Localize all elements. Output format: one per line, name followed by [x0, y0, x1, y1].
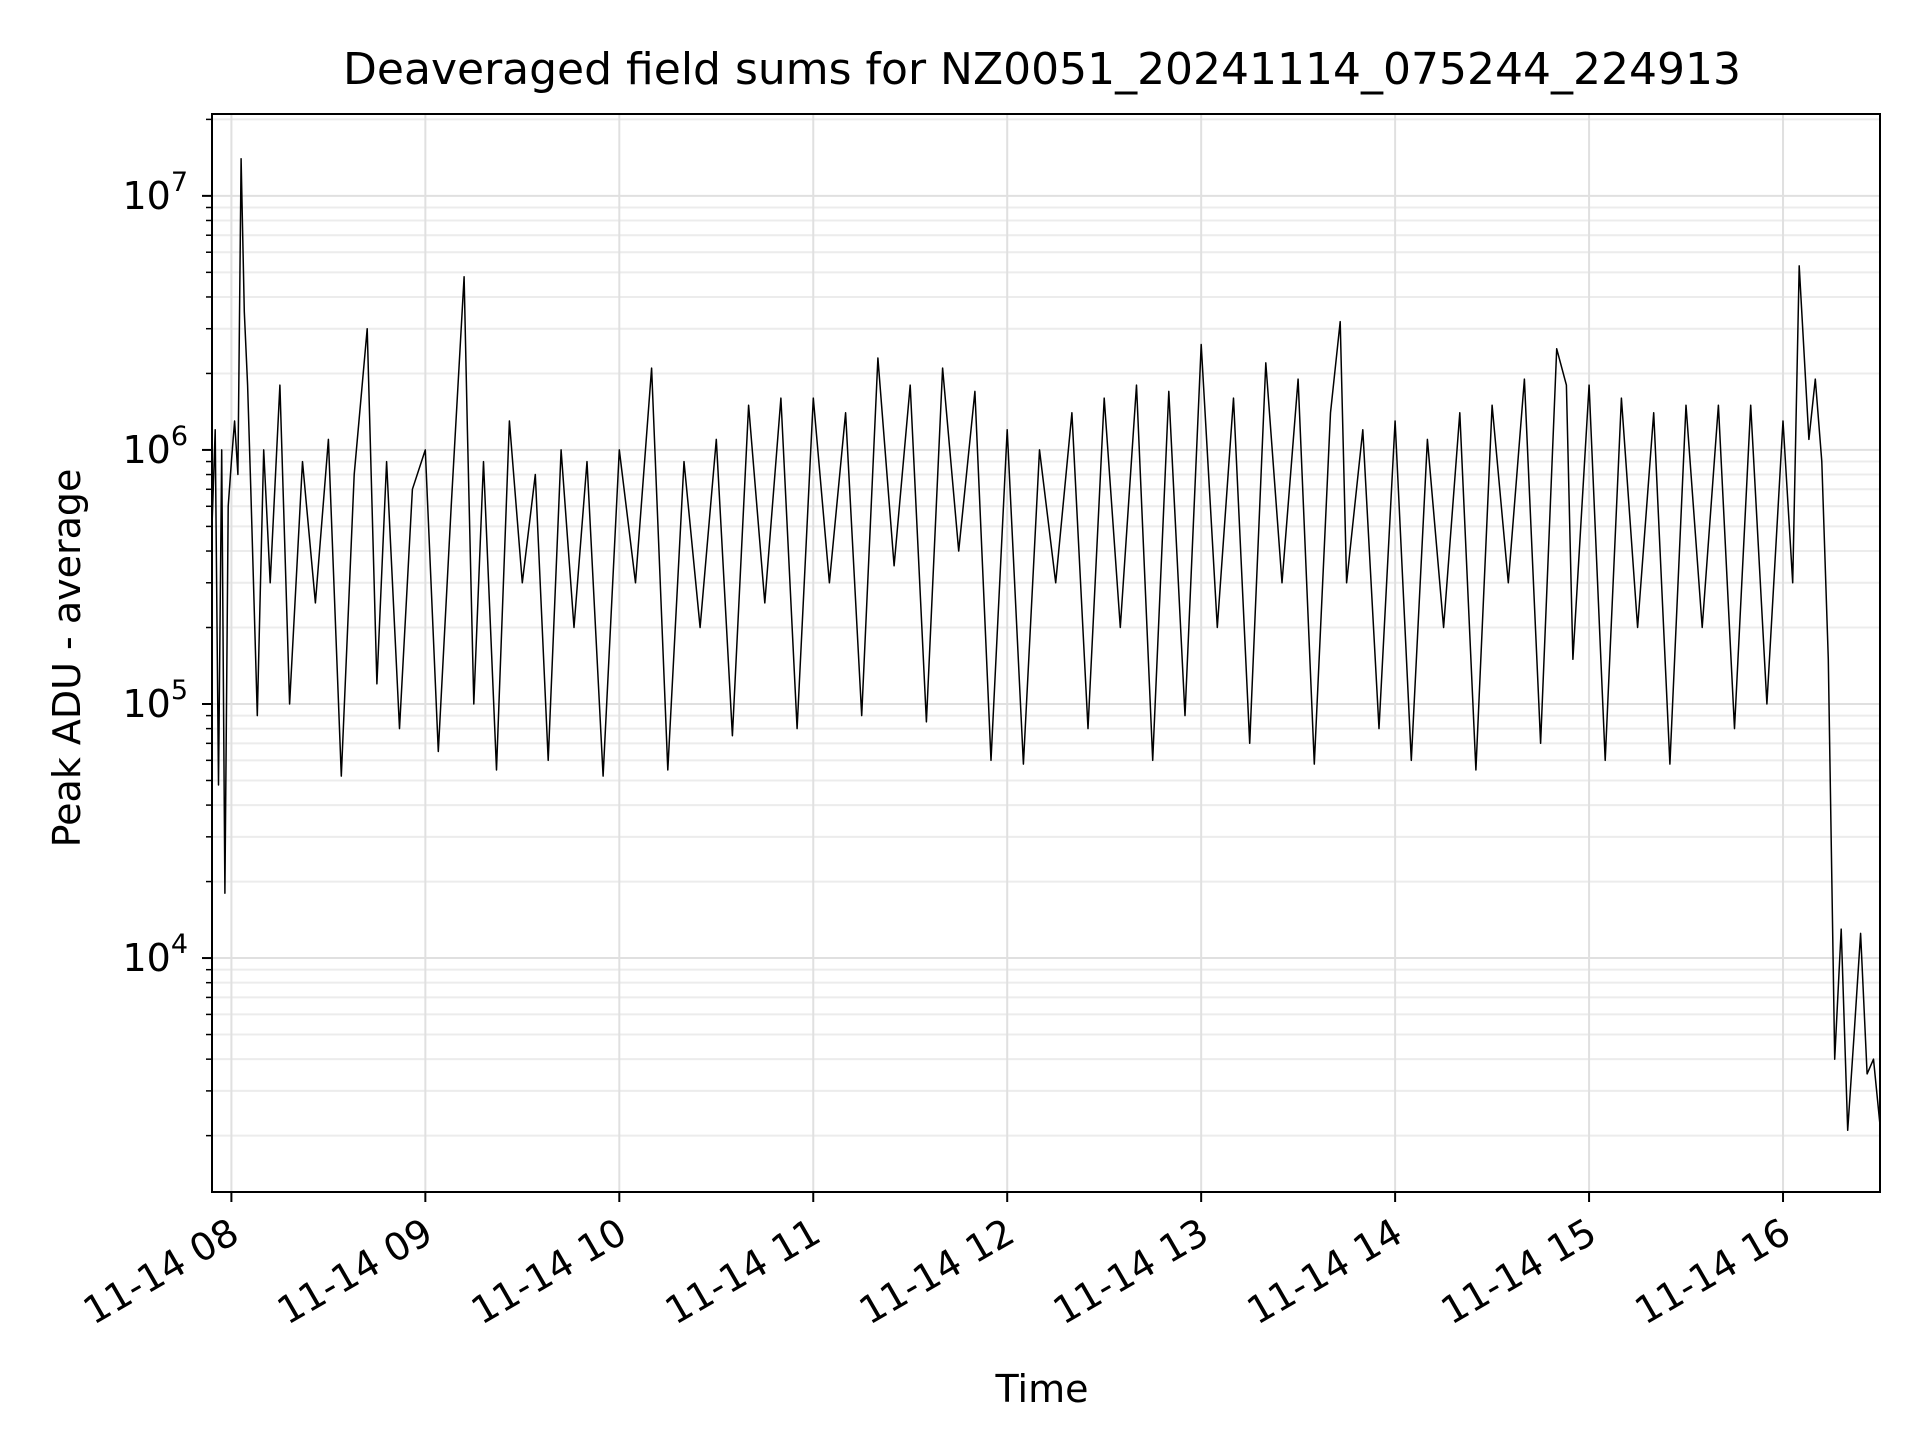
- y-axis: 104 105 106 107: [122, 118, 212, 1137]
- chart-title: Deaveraged field sums for NZ0051_2024111…: [343, 44, 1741, 95]
- y-tick-label: 104: [122, 929, 188, 980]
- axes-frame: [211, 113, 1881, 1193]
- grid: [212, 114, 1880, 1192]
- x-axis-label: Time: [995, 1367, 1089, 1411]
- series-layer: [211, 157, 1881, 1132]
- y-axis-label: Peak ADU - average: [45, 469, 89, 848]
- y-tick-label: 106: [122, 421, 188, 472]
- y-tick-label: 107: [122, 167, 188, 218]
- series-line: [211, 157, 1881, 1132]
- y-tick-label: 105: [122, 675, 188, 726]
